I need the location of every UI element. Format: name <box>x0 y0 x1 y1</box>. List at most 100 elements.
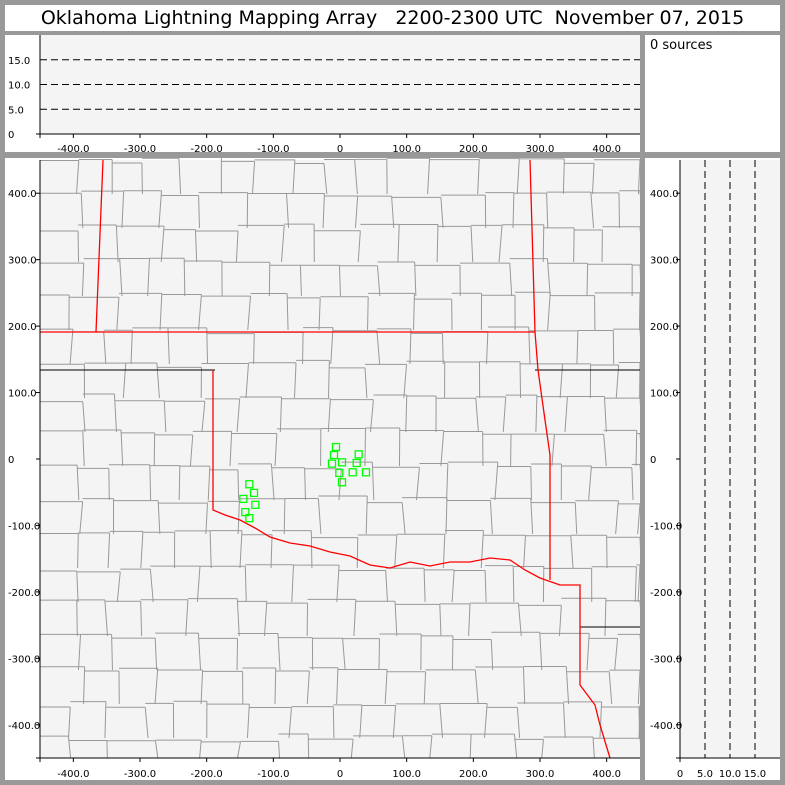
county-line <box>639 329 643 365</box>
altitude-axes <box>36 35 640 138</box>
county-line <box>199 740 202 759</box>
ns-x-tick: 15.0 <box>744 769 766 780</box>
state-border-oklahoma-east <box>529 159 551 580</box>
county-line <box>436 224 439 263</box>
county-line <box>246 704 250 739</box>
county-line <box>546 258 551 297</box>
county-line <box>103 331 107 365</box>
county-line <box>427 158 431 195</box>
county-line <box>401 502 406 535</box>
lightning-source-point <box>352 458 361 468</box>
county-line <box>235 230 239 263</box>
county-line <box>586 633 590 671</box>
county-line <box>439 703 444 739</box>
altitude-x-tick: -100.0 <box>257 144 289 155</box>
county-line <box>639 433 643 467</box>
county-line <box>542 224 545 263</box>
county-line <box>502 396 507 433</box>
county-line <box>384 669 388 705</box>
county-line <box>167 327 170 365</box>
ns-y-tick: 0 <box>650 455 656 466</box>
county-line <box>77 533 79 569</box>
county-line <box>144 707 149 739</box>
county-line <box>564 396 568 433</box>
county-line <box>516 707 521 739</box>
ns-y-tick: 200.0 <box>650 322 679 333</box>
county-line <box>327 398 331 433</box>
altitude-x-tick: 0 <box>337 144 343 155</box>
county-line <box>338 265 341 297</box>
county-line <box>477 159 480 195</box>
county-line <box>130 330 133 365</box>
county-line <box>615 500 619 535</box>
county-line <box>207 466 211 501</box>
county-line <box>292 159 296 195</box>
plan-x-tick: 400.0 <box>592 769 621 780</box>
county-line <box>489 500 493 535</box>
county-line <box>429 735 433 759</box>
county-line <box>278 741 281 759</box>
county-line <box>547 292 551 331</box>
county-line <box>82 430 85 467</box>
altitude-y-tick: 15.0 <box>8 56 30 67</box>
county-line <box>253 333 255 365</box>
county-line <box>394 601 398 637</box>
county-line <box>637 159 641 195</box>
county-line <box>306 670 310 705</box>
county-line <box>639 265 642 297</box>
county-line <box>318 297 321 331</box>
county-line <box>446 463 449 501</box>
county-line <box>441 333 444 365</box>
county-line <box>637 564 641 603</box>
county-line <box>588 465 592 501</box>
county-line <box>639 398 643 433</box>
altitude-y-tick: 0 <box>8 130 14 141</box>
county-line <box>592 736 595 759</box>
county-line <box>120 429 124 467</box>
plan-y-tick: 200.0 <box>8 322 37 333</box>
county-line <box>158 190 163 229</box>
county-line <box>539 632 543 671</box>
county-line <box>385 570 389 603</box>
altitude-x-tick: 300.0 <box>526 144 555 155</box>
county-line <box>244 566 247 603</box>
altitude-y-tick: 10.0 <box>8 81 30 92</box>
county-line <box>364 428 367 467</box>
county-line <box>530 498 534 535</box>
county-line <box>470 226 474 263</box>
county-line <box>397 224 400 263</box>
county-line <box>639 190 644 229</box>
county-line <box>154 668 159 705</box>
county-line <box>401 735 406 759</box>
plan-axes <box>36 160 640 762</box>
county-line <box>79 501 84 535</box>
county-line <box>354 195 359 229</box>
county-line <box>189 434 194 467</box>
county-line <box>163 400 167 433</box>
county-line <box>475 398 479 433</box>
county-line <box>376 330 381 365</box>
county-line <box>160 226 165 263</box>
county-line <box>76 465 80 501</box>
county-line <box>423 671 427 705</box>
county-line <box>494 462 499 501</box>
county-line <box>76 600 78 637</box>
county-line <box>116 297 120 331</box>
altitude-x-tick: -300.0 <box>124 144 156 155</box>
county-line <box>603 434 607 467</box>
county-line <box>357 230 361 263</box>
county-line <box>498 225 503 263</box>
plan-y-tick: 400.0 <box>8 189 37 200</box>
county-line <box>371 462 375 501</box>
county-line <box>149 569 154 603</box>
county-line <box>332 706 335 739</box>
county-line <box>638 705 641 739</box>
plan-x-tick: 100.0 <box>392 769 421 780</box>
county-line <box>83 666 86 705</box>
county-line <box>299 265 302 297</box>
county-line <box>291 564 295 603</box>
county-line <box>201 401 206 433</box>
county-line <box>590 192 595 229</box>
county-line <box>440 197 444 229</box>
county-line <box>147 258 151 297</box>
